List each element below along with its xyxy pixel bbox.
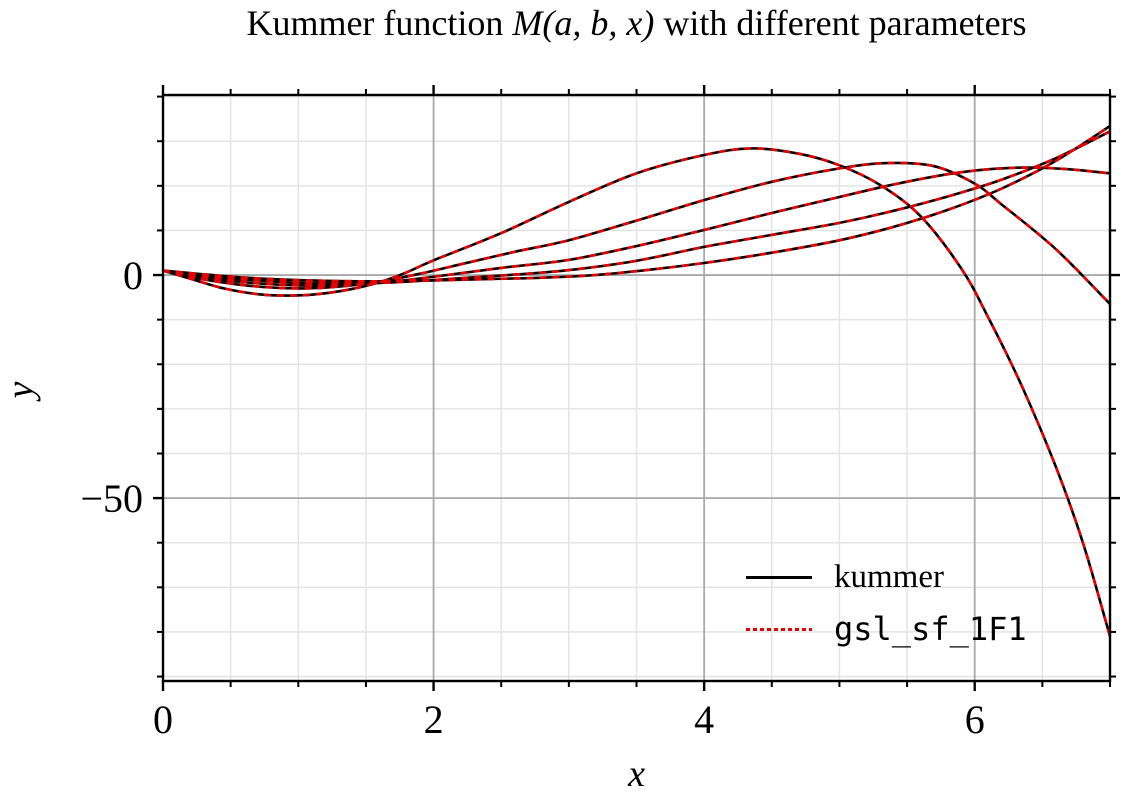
y-tick-label: −50 (80, 476, 143, 521)
curve-param-5-gsl-sf-1f1 (162, 124, 1111, 283)
chart-title: Kummer function M(a, b, x) with differen… (143, 2, 1130, 44)
y-tick-label: 0 (123, 253, 143, 298)
curve-param-4-gsl-sf-1f1 (162, 130, 1111, 285)
x-axis-label: x (628, 753, 645, 795)
legend-label-gsl-sf-1f1: gsl_sf_1F1 (834, 610, 1027, 648)
x-tick-label: 6 (965, 697, 985, 742)
legend-item-kummer: kummer (746, 551, 1027, 603)
curve-param-2-gsl-sf-1f1 (162, 161, 1111, 305)
legend-item-gsl-sf-1f1: gsl_sf_1F1 (746, 603, 1027, 655)
chart-title-prefix: Kummer function (246, 3, 513, 43)
x-tick-label: 4 (694, 697, 714, 742)
y-axis-label: y (0, 381, 42, 399)
kummer-line-swatch (746, 575, 812, 579)
curve-param-3-gsl-sf-1f1 (162, 166, 1111, 288)
x-tick-label: 2 (424, 697, 444, 742)
legend-label-kummer: kummer (834, 558, 944, 595)
curve-param-1-gsl-sf-1f1 (162, 147, 1112, 637)
legend: kummer gsl_sf_1F1 (746, 551, 1027, 655)
gsl-line-swatch (746, 627, 812, 631)
chart-title-math: M(a, b, x) (512, 3, 655, 43)
x-tick-label: 0 (153, 697, 173, 742)
chart-title-suffix: with different parameters (654, 3, 1027, 43)
